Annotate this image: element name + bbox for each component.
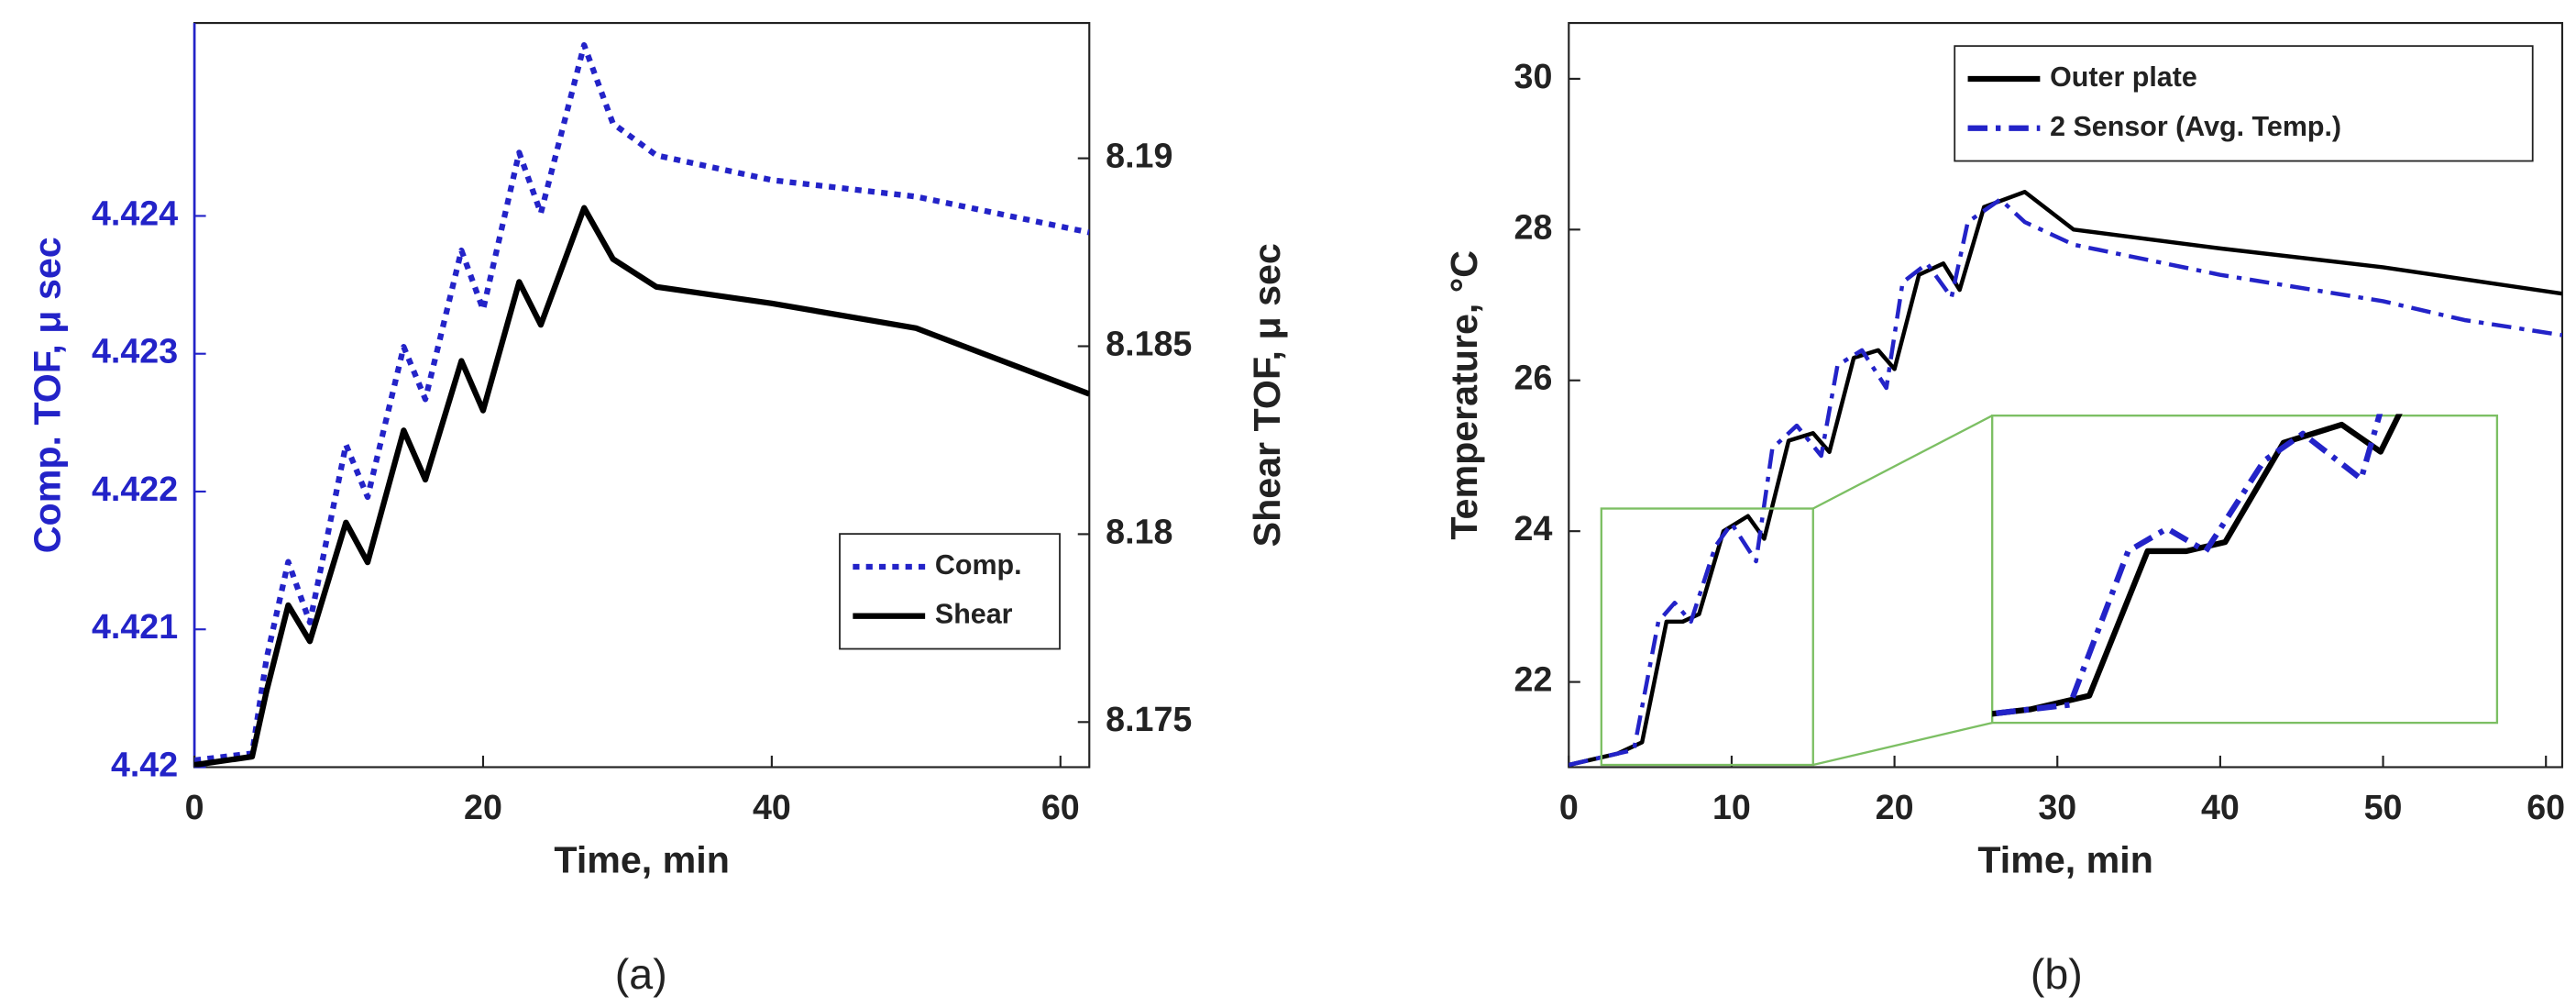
y-axis-label: Temperature, °C (1443, 250, 1485, 540)
y-tick-label: 30 (1514, 57, 1553, 95)
series-line (1569, 189, 2562, 768)
y-axis-label: Comp. TOF, μ sec (26, 237, 68, 553)
x-tick-label: 60 (1041, 788, 1080, 826)
y2-tick-label: 8.19 (1106, 137, 1172, 175)
plot-area (193, 22, 1091, 769)
y-tick-label: 4.423 (92, 332, 178, 371)
y-tick-label: 4.42 (111, 745, 178, 783)
x-tick-label: 60 (2526, 788, 2565, 826)
legend-box (1954, 45, 2534, 162)
caption: (b) (2031, 950, 2083, 998)
series-line (194, 205, 1090, 768)
caption: (a) (615, 950, 667, 998)
plot-lines (194, 41, 1090, 768)
y-tick-label: 4.422 (92, 470, 178, 508)
zoom-line (1992, 414, 2383, 717)
x-axis-label: Time, min (1977, 838, 2153, 880)
x-tick-label: 0 (185, 788, 204, 826)
x-tick-label: 0 (1559, 788, 1579, 826)
y-tick-label: 28 (1514, 207, 1553, 246)
x-tick-label: 40 (2201, 788, 2240, 826)
y2-tick-label: 8.175 (1106, 700, 1192, 738)
zoom-connector (1812, 721, 1993, 767)
y-tick-label: 24 (1514, 509, 1553, 548)
x-tick-label: 30 (2038, 788, 2076, 826)
zoom-lines (1992, 414, 2403, 717)
legend-label: Outer plate (2050, 61, 2197, 93)
zoom-connector (1812, 415, 1993, 510)
y2-tick-label: 8.185 (1106, 324, 1192, 362)
zoom-box (1991, 415, 2499, 725)
series-line (1569, 197, 2562, 768)
legend-label: 2 Sensor (Avg. Temp.) (2050, 111, 2341, 142)
y-tick-label: 26 (1514, 359, 1553, 397)
zoom-line (1992, 414, 2403, 717)
y-tick-label: 4.421 (92, 607, 178, 646)
y2-axis-label: Shear TOF, μ sec (1246, 243, 1288, 547)
x-axis-label: Time, min (554, 838, 730, 880)
legend-label: Shear (935, 599, 1013, 630)
legend-label: Comp. (935, 549, 1022, 581)
x-tick-label: 50 (2364, 788, 2403, 826)
x-tick-label: 20 (464, 788, 502, 826)
y-tick-label: 22 (1514, 660, 1553, 699)
y-tick-label: 4.424 (92, 194, 178, 232)
x-tick-label: 40 (753, 788, 791, 826)
y2-tick-label: 8.18 (1106, 512, 1172, 550)
plot-lines (1569, 189, 2562, 768)
x-tick-label: 10 (1712, 788, 1751, 826)
series-line (194, 41, 1090, 764)
legend-box (839, 533, 1061, 650)
zoom-source (1600, 507, 1814, 767)
x-tick-label: 20 (1876, 788, 1914, 826)
